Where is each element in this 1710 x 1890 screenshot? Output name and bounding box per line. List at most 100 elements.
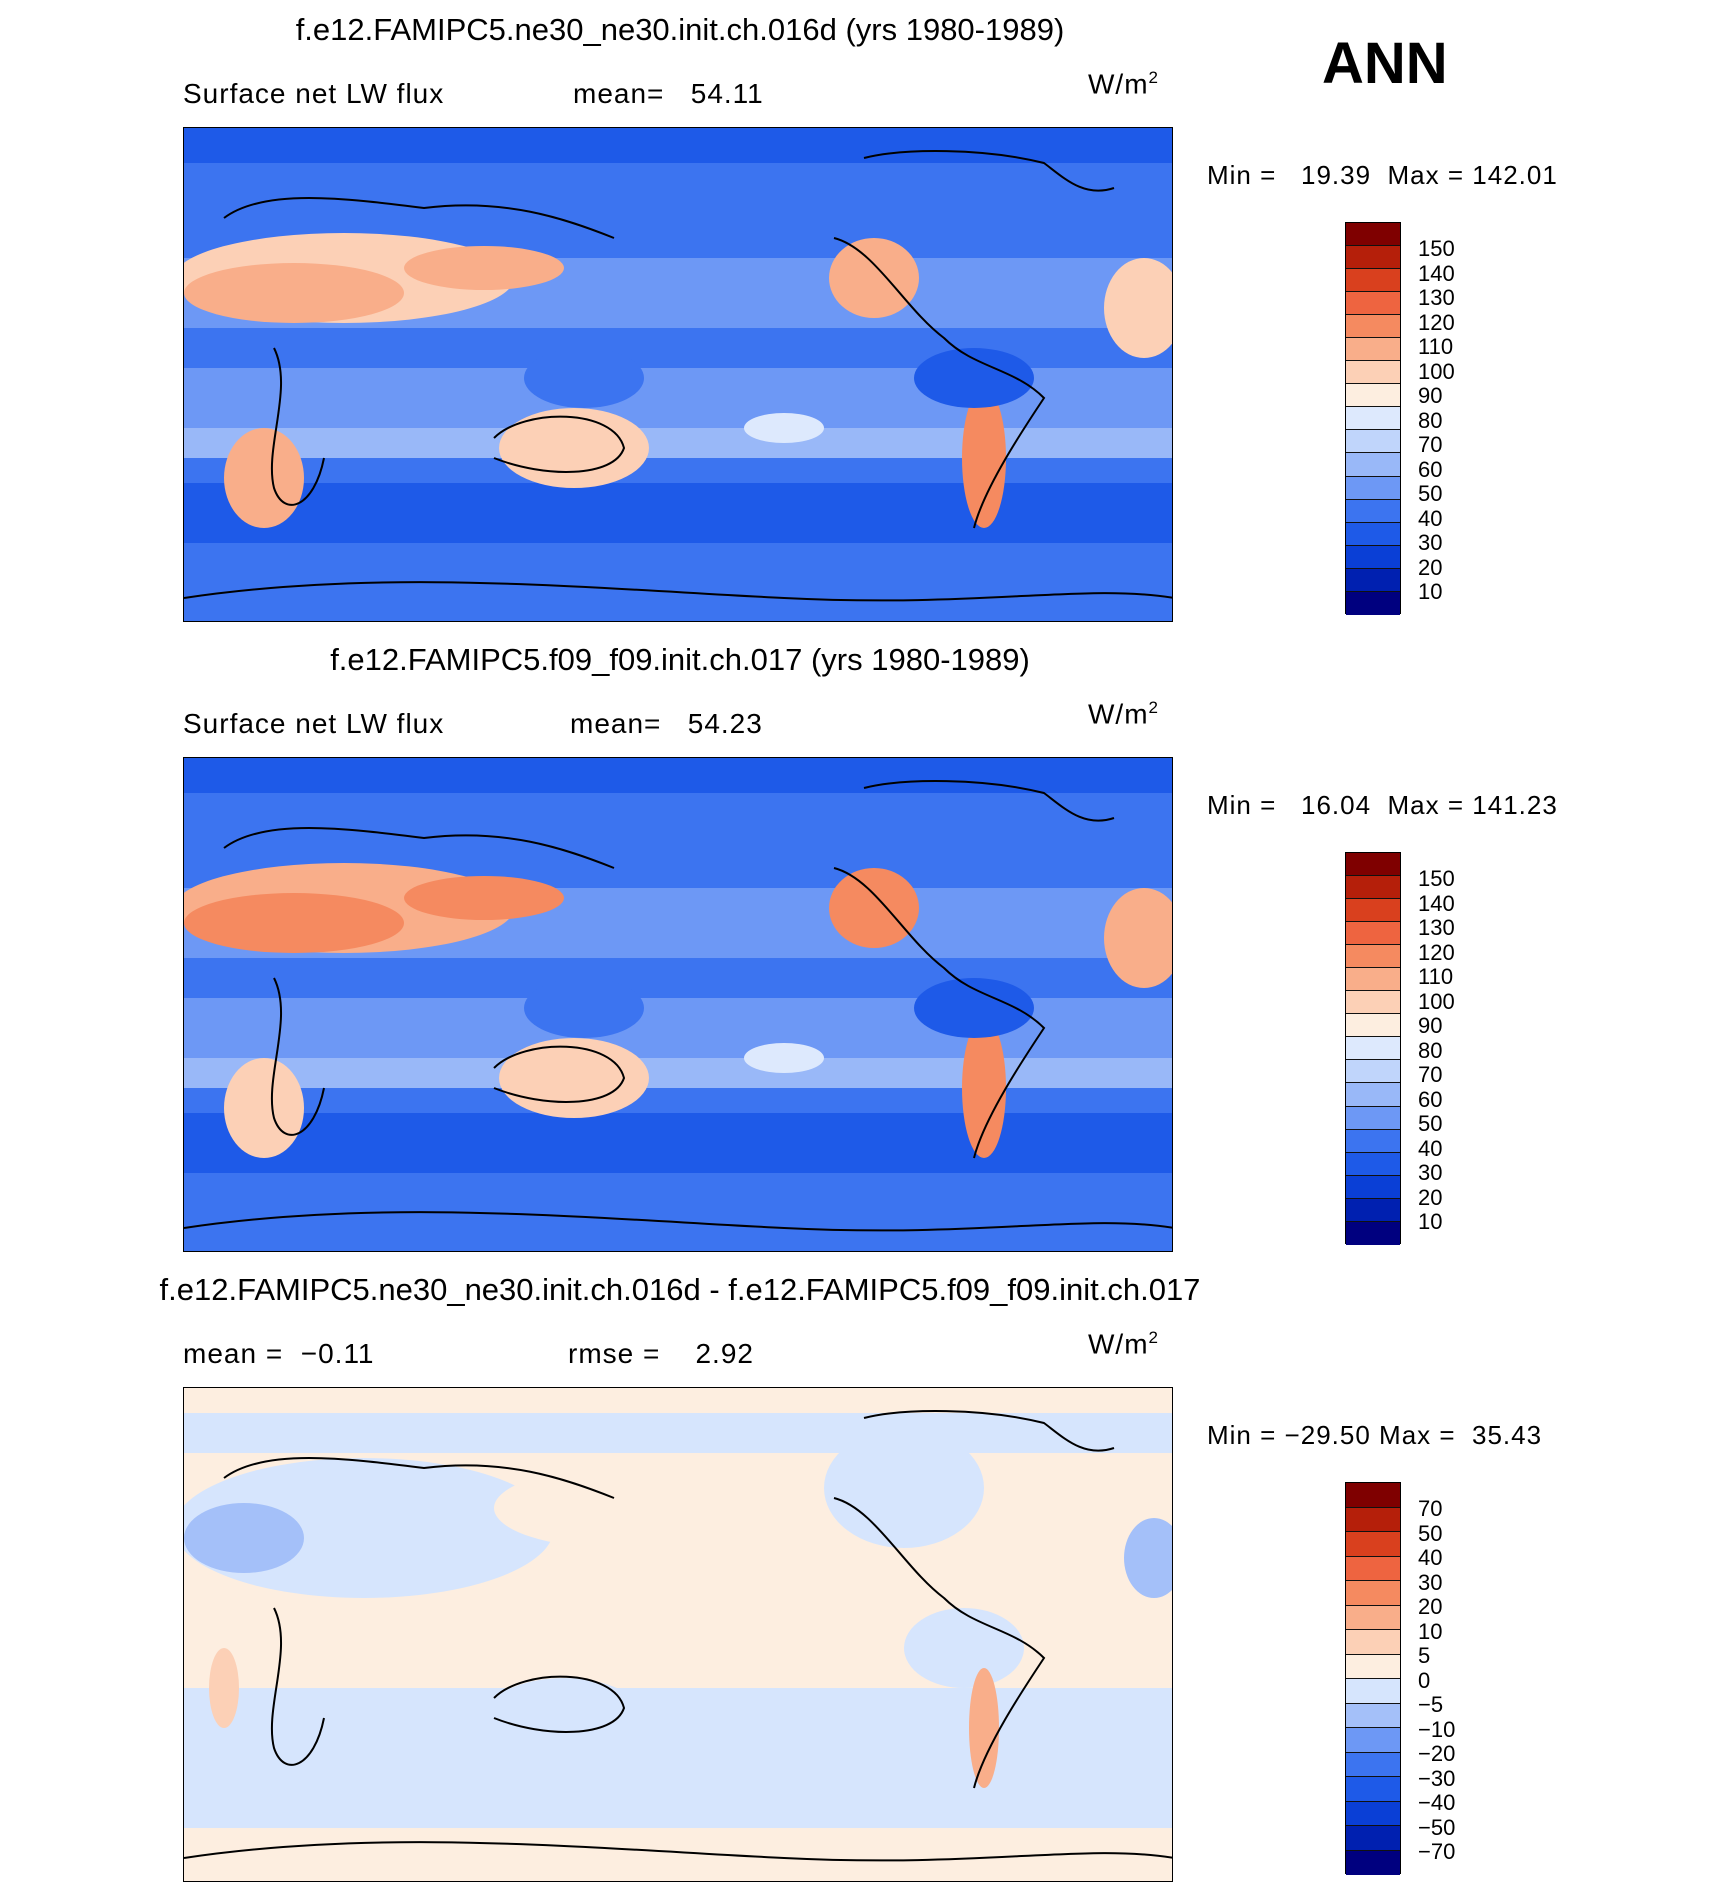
colorbar-swatch	[1346, 1060, 1400, 1084]
colorbar-swatch	[1346, 1752, 1400, 1777]
colorbar-swatch	[1346, 269, 1400, 293]
panel-title: f.e12.FAMIPC5.ne30_ne30.init.ch.016d - f…	[159, 1272, 1201, 1307]
colorbar-tick-label: 40	[1418, 505, 1443, 531]
min-max-readout: Min = −29.50 Max = 35.43	[1207, 1420, 1543, 1450]
colorbar-tick-label: −40	[1418, 1790, 1456, 1815]
colorbar-tick-label: −30	[1418, 1765, 1456, 1791]
colorbar-swatch	[1346, 1129, 1400, 1153]
colorbar-swatch	[1346, 1152, 1400, 1176]
colorbar-swatch	[1346, 499, 1400, 523]
colorbar-tick-label: 150	[1418, 236, 1455, 261]
colorbar-swatch	[1346, 1106, 1400, 1130]
colorbar-swatch	[1346, 1728, 1400, 1753]
colorbar-swatch	[1346, 476, 1400, 500]
colorbar-swatch	[1346, 223, 1400, 247]
colorbar-swatch	[1346, 922, 1400, 946]
colorbar-swatch	[1346, 1581, 1400, 1606]
colorbar-swatch	[1346, 545, 1400, 569]
colorbar-swatch	[1346, 246, 1400, 270]
colorbar-tick-label: 90	[1418, 383, 1443, 408]
colorbar	[1345, 852, 1401, 1245]
units-label: W/m2	[1088, 698, 1159, 730]
colorbar-tick-label: 50	[1418, 1111, 1443, 1136]
colorbar-swatch	[1346, 1483, 1400, 1508]
colorbar-tick-label: −20	[1418, 1741, 1456, 1766]
colorbar-swatch	[1346, 899, 1400, 923]
world-map	[183, 1387, 1173, 1882]
colorbar-swatch	[1346, 453, 1400, 477]
colorbar-tick-label: 70	[1418, 1062, 1443, 1087]
colorbar	[1345, 222, 1401, 615]
colorbar-tick-label: 10	[1418, 1618, 1443, 1644]
colorbar-swatch	[1346, 1777, 1400, 1802]
colorbar-swatch	[1346, 991, 1400, 1015]
colorbar-tick-label: 50	[1418, 1520, 1443, 1546]
colorbar-tick-label: 80	[1418, 407, 1443, 433]
mean-label: mean = −0.11	[183, 1338, 375, 1369]
colorbar-tick-label: 30	[1418, 1569, 1443, 1595]
colorbar-tick-label: 110	[1418, 334, 1454, 359]
mean-value: −0.11	[300, 1338, 375, 1369]
colorbar-tick-label: 120	[1418, 309, 1455, 335]
season-label: ANN	[1322, 31, 1448, 96]
colorbar-swatch	[1346, 1507, 1400, 1532]
colorbar-swatch	[1346, 384, 1400, 408]
mean-value: 54.11	[690, 78, 764, 109]
panel-title: f.e12.FAMIPC5.ne30_ne30.init.ch.016d (yr…	[295, 12, 1065, 47]
colorbar-tick-label: 130	[1418, 915, 1455, 940]
colorbar-swatch	[1346, 1198, 1400, 1222]
mean-label: mean= 54.11	[573, 78, 764, 109]
colorbar-tick-label: 20	[1418, 1594, 1443, 1619]
units-label: W/m2	[1088, 1328, 1159, 1360]
colorbar-tick-label: −10	[1418, 1716, 1456, 1742]
colorbar-swatch	[1346, 1014, 1400, 1038]
colorbar-tick-label: 140	[1418, 260, 1455, 286]
variable-name: Surface net LW flux	[183, 78, 445, 109]
colorbar-swatch	[1346, 876, 1400, 900]
panel-difference: f.e12.FAMIPC5.ne30_ne30.init.ch.016d - f…	[0, 1260, 1710, 1890]
colorbar-tick-label: 130	[1418, 285, 1455, 310]
mean-value: 54.23	[687, 708, 763, 739]
colorbar-tick-label: 70	[1418, 1496, 1443, 1521]
colorbar-swatch	[1346, 1532, 1400, 1557]
variable-name: Surface net LW flux	[183, 708, 445, 739]
colorbar-swatch	[1346, 1703, 1400, 1728]
colorbar-tick-label: 60	[1418, 456, 1443, 482]
colorbar-tick-label: −50	[1418, 1814, 1456, 1840]
colorbar-tick-label: 5	[1418, 1643, 1431, 1668]
colorbar-tick-label: 20	[1418, 1184, 1443, 1210]
colorbar-tick-label: 150	[1418, 866, 1455, 891]
colorbar-swatch	[1346, 1175, 1400, 1199]
colorbar-swatch	[1346, 1556, 1400, 1581]
colorbar-tick-label: 30	[1418, 530, 1443, 555]
colorbar-swatch	[1346, 522, 1400, 546]
min-max-readout: Min = 16.04 Max = 141.23	[1207, 790, 1558, 820]
colorbar-swatch	[1346, 945, 1400, 969]
colorbar-tick-label: 40	[1418, 1545, 1443, 1570]
world-map	[183, 127, 1173, 622]
colorbar-swatch	[1346, 1654, 1400, 1679]
rmse-label: rmse = 2.92	[568, 1338, 754, 1369]
rmse-value: 2.92	[695, 1338, 754, 1369]
colorbar-swatch	[1346, 1605, 1400, 1630]
min-max-readout: Min = 19.39 Max = 142.01	[1207, 160, 1558, 190]
colorbar-swatch	[1346, 1679, 1400, 1704]
colorbar-swatch	[1346, 1630, 1400, 1655]
units-label: W/m2	[1088, 68, 1159, 100]
colorbar-swatch	[1346, 591, 1400, 615]
panel-model-a: f.e12.FAMIPC5.ne30_ne30.init.ch.016d (yr…	[0, 0, 1710, 630]
colorbar-swatch	[1346, 1801, 1400, 1826]
colorbar-swatch	[1346, 1826, 1400, 1851]
colorbar-swatch	[1346, 361, 1400, 385]
panel-model-b: f.e12.FAMIPC5.f09_f09.init.ch.017 (yrs 1…	[0, 630, 1710, 1260]
colorbar-tick-label: 90	[1418, 1013, 1443, 1038]
colorbar-tick-label: 0	[1418, 1667, 1431, 1693]
colorbar-tick-label: 120	[1418, 939, 1455, 965]
colorbar-tick-label: 40	[1418, 1135, 1443, 1161]
colorbar-tick-label: 100	[1418, 988, 1455, 1014]
colorbar-tick-label: 10	[1418, 579, 1443, 604]
colorbar-tick-label: 80	[1418, 1037, 1443, 1063]
colorbar-tick-label: 60	[1418, 1086, 1443, 1112]
colorbar-swatch	[1346, 292, 1400, 316]
colorbar-swatch	[1346, 315, 1400, 339]
